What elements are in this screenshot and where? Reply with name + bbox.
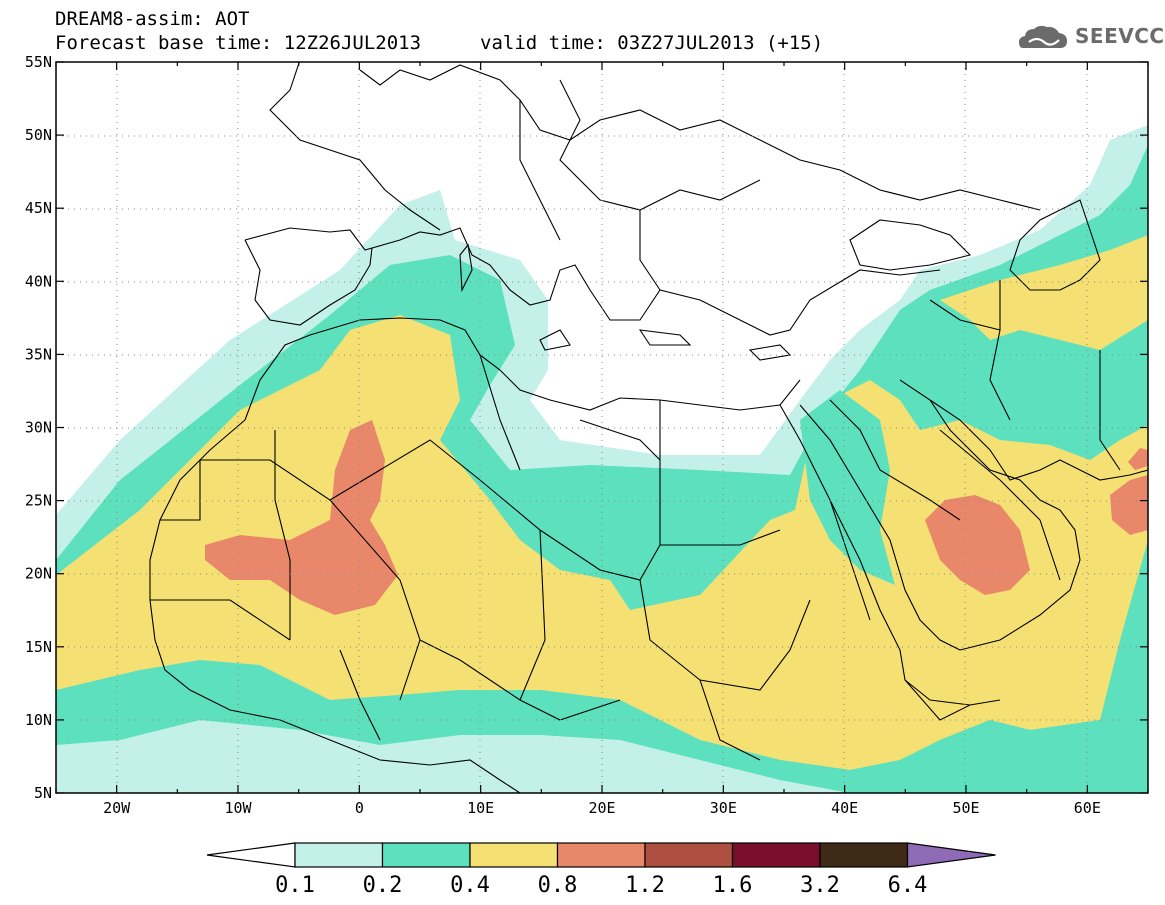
colorbar-swatch [644, 842, 734, 868]
longitude-labels: 20W 10W 0 10E 20E 30E 40E 50E 60E [103, 799, 1101, 817]
lat-label: 40N [25, 272, 52, 290]
colorbar-label: 0.1 [275, 873, 315, 898]
aot-contours [56, 62, 1148, 793]
lon-label: 20E [588, 799, 615, 817]
colorbar-label: 3.2 [800, 873, 840, 898]
colorbar-over-arrow [906, 842, 996, 868]
axis-ticks [55, 61, 1149, 794]
colorbar-swatch [381, 842, 471, 868]
logo-text: SEEVCCC [1075, 24, 1165, 48]
lon-label: 60E [1074, 799, 1101, 817]
valid-time: valid time: 03Z27JUL2013 (+15) [480, 32, 824, 54]
colorbar-label: 0.2 [363, 873, 403, 898]
lat-label: 30N [25, 419, 52, 437]
lon-label: 40E [831, 799, 858, 817]
aot-level-0.8-sahara [205, 420, 398, 615]
lon-label: 30E [710, 799, 737, 817]
lat-label: 5N [34, 784, 52, 802]
map-title: DREAM8-assim: AOT [55, 8, 250, 30]
aot-level-0.2-nile [800, 390, 895, 585]
colorbar-swatch [556, 842, 646, 868]
lon-label: 20W [103, 799, 131, 817]
graticule [56, 62, 1148, 793]
lon-label: 50E [952, 799, 979, 817]
lon-label: 10W [224, 799, 252, 817]
lat-label: 45N [25, 199, 52, 217]
coastlines [149, 62, 1148, 793]
lon-label: 0 [355, 799, 364, 817]
colorbar-under-arrow [206, 842, 296, 868]
forecast-base-time: Forecast base time: 12Z26JUL2013 [55, 32, 422, 54]
lat-label: 25N [25, 492, 52, 510]
lon-label: 10E [467, 799, 494, 817]
aot-level-0.8-iran [1128, 448, 1148, 470]
colorbar-label: 1.2 [625, 873, 665, 898]
colorbar-swatch [819, 842, 909, 868]
latitude-labels: 5N 10N 15N 20N 25N 30N 35N 40N 45N 50N 55N [25, 53, 52, 802]
cloud-icon [1019, 25, 1067, 48]
colorbar: 0.1 0.2 0.4 0.8 1.2 1.6 3.2 6.4 [206, 842, 996, 898]
lat-label: 55N [25, 53, 52, 71]
colorbar-label: 6.4 [888, 873, 928, 898]
lat-label: 15N [25, 638, 52, 656]
lat-label: 20N [25, 565, 52, 583]
colorbar-label: 0.8 [538, 873, 578, 898]
colorbar-swatch [731, 842, 821, 868]
aot-level-0.1-south [56, 720, 850, 793]
colorbar-label: 0.4 [450, 873, 490, 898]
aot-level-0.8-arabia [925, 495, 1030, 595]
colorbar-swatch [294, 842, 384, 868]
lat-label: 10N [25, 711, 52, 729]
lat-label: 50N [25, 126, 52, 144]
aot-level-0.8-oman [1110, 475, 1148, 535]
lat-label: 35N [25, 345, 52, 363]
colorbar-swatch [469, 842, 559, 868]
colorbar-label: 1.6 [713, 873, 753, 898]
